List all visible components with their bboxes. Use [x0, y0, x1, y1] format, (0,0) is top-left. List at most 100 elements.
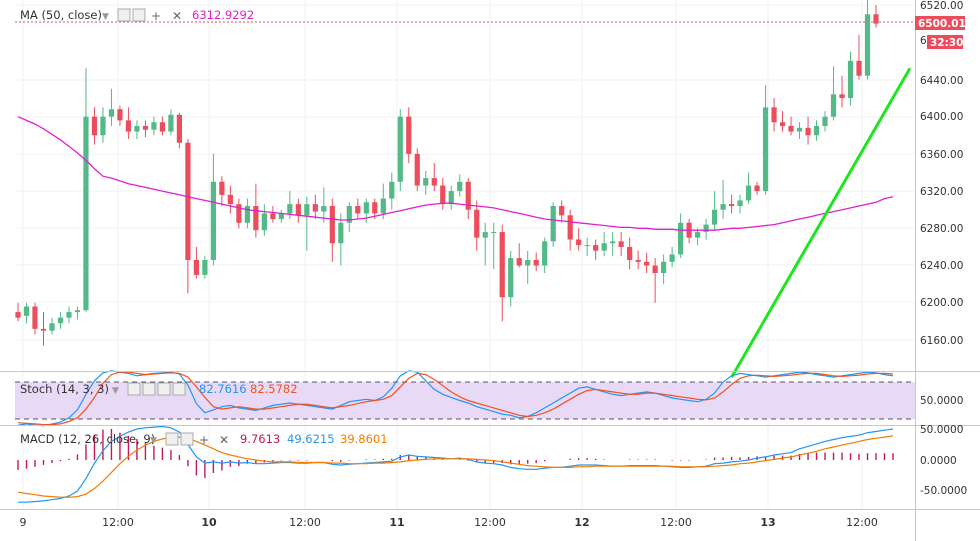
- stoch-legend[interactable]: Stoch (14, 3, 3) ▼ 82.7616 82.5782: [20, 382, 298, 396]
- macd-pane[interactable]: [17, 425, 894, 503]
- candle: [397, 109, 403, 192]
- candle-body: [329, 206, 335, 244]
- candle-body: [193, 259, 199, 275]
- candle-body: [321, 206, 327, 212]
- candle: [610, 232, 616, 257]
- candle: [329, 198, 335, 262]
- trend-line-drawing[interactable]: [730, 67, 912, 378]
- candle: [711, 191, 718, 231]
- more-icon[interactable]: [157, 382, 171, 396]
- stoch-k-value: 82.7616: [199, 382, 247, 396]
- chevron-down-icon[interactable]: ▼: [112, 386, 119, 396]
- candle-body: [711, 209, 718, 225]
- price-axis[interactable]: 6520.00 64 6440.00 6400.00 6360.00 6320.…: [915, 0, 966, 347]
- candle: [57, 312, 64, 329]
- candle-body: [745, 185, 752, 201]
- candle: [720, 179, 726, 220]
- chevron-down-icon[interactable]: ▼: [150, 436, 157, 446]
- candle-body: [108, 109, 115, 117]
- macd-tick-label: -50.0000: [920, 485, 967, 497]
- candle: [117, 105, 123, 126]
- candle-body: [261, 213, 267, 231]
- candle: [576, 228, 582, 251]
- candle: [745, 172, 752, 205]
- more-icon[interactable]: +: [151, 9, 161, 23]
- time-label: 12:00: [474, 516, 506, 529]
- candle-body: [49, 323, 55, 331]
- candle: [593, 239, 599, 260]
- candle: [822, 111, 828, 132]
- candle-body: [74, 310, 81, 313]
- macd-legend[interactable]: MACD (12, 26, close, 9) ▼ + ✕ 9.7613 49.…: [20, 432, 388, 447]
- candle-body: [295, 204, 301, 216]
- candle: [159, 116, 166, 136]
- candle-body: [788, 125, 794, 132]
- candle-body: [91, 116, 98, 136]
- candle: [100, 107, 106, 143]
- candle-body: [873, 14, 879, 24]
- candle: [151, 116, 157, 136]
- close-icon[interactable]: ✕: [172, 9, 182, 23]
- candle-body: [448, 191, 454, 205]
- candle-body: [457, 181, 463, 192]
- candle: [567, 209, 573, 251]
- candle-body: [822, 116, 828, 126]
- macd-legend-label: MACD (12, 26, close, 9): [20, 432, 155, 446]
- candle-body: [431, 178, 437, 186]
- candle-body: [635, 259, 641, 262]
- time-label: 12: [574, 516, 589, 529]
- candle-body: [363, 202, 369, 214]
- candle-body: [762, 107, 769, 192]
- candle: [219, 176, 225, 206]
- candlestick-series[interactable]: [15, 0, 879, 346]
- candle: [847, 51, 854, 106]
- candle: [304, 196, 310, 251]
- candle: [695, 228, 701, 246]
- candle: [168, 109, 174, 136]
- candle: [627, 237, 633, 270]
- candle: [805, 116, 811, 145]
- candle-body: [567, 215, 573, 240]
- time-label: 10: [201, 516, 217, 529]
- close-icon[interactable]: ✕: [219, 433, 229, 447]
- hide-icon[interactable]: [142, 382, 156, 396]
- chevron-down-icon[interactable]: ▼: [102, 12, 109, 22]
- candle-body: [533, 259, 539, 266]
- price-tick-label: 6280.00: [920, 223, 963, 235]
- candle-body: [287, 204, 293, 214]
- settings-icon[interactable]: [117, 8, 131, 22]
- price-pane[interactable]: [15, 0, 915, 378]
- candle-body: [159, 122, 166, 132]
- candle: [23, 302, 30, 324]
- candle-body: [813, 125, 820, 136]
- candle: [669, 246, 675, 268]
- settings-icon[interactable]: [127, 382, 141, 396]
- settings-icon[interactable]: [165, 432, 179, 446]
- candle: [661, 254, 667, 285]
- candle-body: [253, 206, 259, 231]
- close-icon[interactable]: [172, 382, 186, 396]
- ma-50-line: [17, 116, 894, 231]
- hide-icon[interactable]: [132, 8, 146, 22]
- candle: [525, 250, 531, 285]
- time-axis[interactable]: 9 12:00 10 12:00 11 12:00 12 12:00 13 12…: [20, 516, 878, 529]
- candle: [779, 111, 786, 132]
- candle-body: [125, 120, 132, 132]
- stoch-pane[interactable]: [15, 370, 915, 427]
- candle-body: [32, 306, 38, 329]
- candle: [338, 213, 344, 266]
- candle: [516, 243, 522, 268]
- candle: [762, 85, 769, 195]
- candle-body: [134, 125, 140, 132]
- hide-icon[interactable]: [180, 432, 194, 446]
- legend-buttons[interactable]: + ✕: [117, 8, 182, 23]
- candle-body: [796, 127, 803, 132]
- ma-legend[interactable]: ☰ MA (50, close) ▼ + ✕ 6312.9292: [3, 0, 254, 23]
- candle-body: [40, 328, 47, 331]
- candle: [32, 302, 38, 335]
- candle: [380, 183, 386, 220]
- more-icon[interactable]: +: [199, 433, 209, 447]
- candle: [796, 122, 803, 139]
- stoch-tick-label: 50.0000: [920, 395, 963, 407]
